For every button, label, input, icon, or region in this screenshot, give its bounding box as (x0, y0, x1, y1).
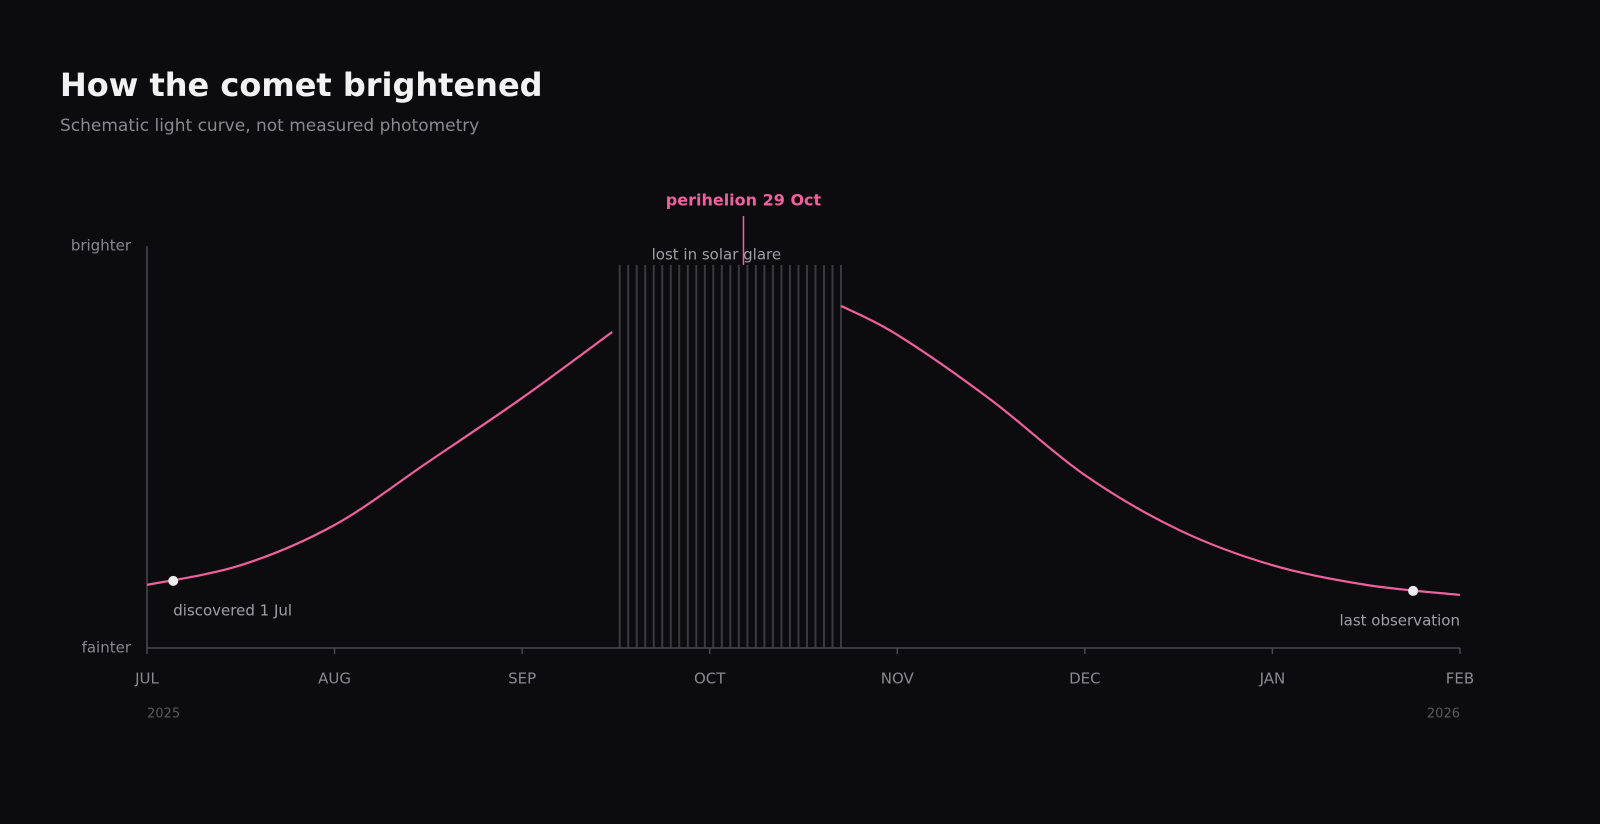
chart-subtitle: Schematic light curve, not measured phot… (60, 116, 479, 136)
x-tick-label: NOV (881, 670, 915, 688)
x-tick-label: OCT (694, 670, 726, 688)
chart-title: How the comet brightened (60, 66, 543, 104)
x-tick-label: JUL (134, 670, 159, 688)
x-tick-label: SEP (508, 670, 536, 688)
x-tick-label: AUG (318, 670, 351, 688)
x-tick-label: FEB (1446, 670, 1474, 688)
x-tick-label: JAN (1259, 670, 1286, 688)
event-label: last observation (1339, 611, 1460, 629)
light-curve (146, 304, 1461, 597)
event-point (168, 575, 179, 586)
y-tick-label: brighter (71, 237, 132, 255)
perihelion-label: perihelion 29 Oct (666, 191, 822, 210)
glare-label: lost in solar glare (652, 245, 782, 263)
event-label: discovered 1 Jul (173, 601, 292, 619)
x-tick-label: DEC (1069, 670, 1101, 688)
year-label: 2025 (147, 707, 180, 722)
event-point (1408, 585, 1419, 596)
year-label: 2026 (1427, 707, 1460, 722)
y-tick-label: fainter (82, 639, 132, 657)
